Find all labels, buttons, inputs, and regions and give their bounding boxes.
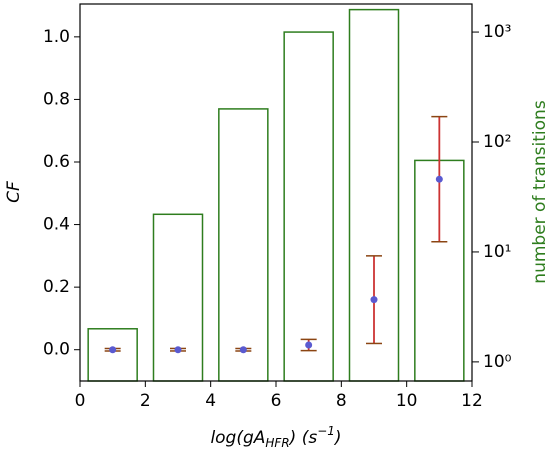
x-label-sub: HFR [265,436,289,450]
x-tick-label: 2 [140,391,151,411]
x-axis-label: log(gAHFR) (s−1) [210,424,341,450]
y-tick-label: 0.6 [43,152,70,172]
y-tick-label: 0.0 [43,340,70,360]
y-tick-label: 0.2 [43,277,70,297]
y-tick-label: 0.8 [43,89,70,109]
bar [218,108,269,382]
y2-axis-label: number of transitions [530,100,550,284]
y2-tick-label: 10² [483,132,511,152]
x-tick-label: 10 [396,391,418,411]
y-axis-label: CF [4,181,24,203]
y-tick-label: 0.4 [43,215,70,235]
x-tick-label: 4 [205,391,216,411]
point [109,346,117,354]
point [305,341,313,349]
bar [283,31,334,382]
plot-frame [79,3,473,382]
x-label-sup: −1 [317,424,335,438]
y2-tick-label: 10¹ [483,242,511,262]
x-label-part: ) (s [288,428,318,448]
y-tick-label: 1.0 [43,27,70,47]
bar [87,328,138,382]
y2-tick-label: 10⁰ [483,352,512,372]
point [370,296,378,304]
point [174,346,182,354]
x-label-part: log(gA [210,428,265,448]
bar [152,213,204,382]
y2-tick-label: 10³ [483,22,511,42]
x-tick-label: 12 [461,391,483,411]
x-label-part: ) [333,428,342,448]
x-tick-label: 6 [271,391,282,411]
point [435,175,443,183]
x-tick-label: 0 [75,391,86,411]
point [239,346,247,354]
x-tick-label: 8 [336,391,347,411]
